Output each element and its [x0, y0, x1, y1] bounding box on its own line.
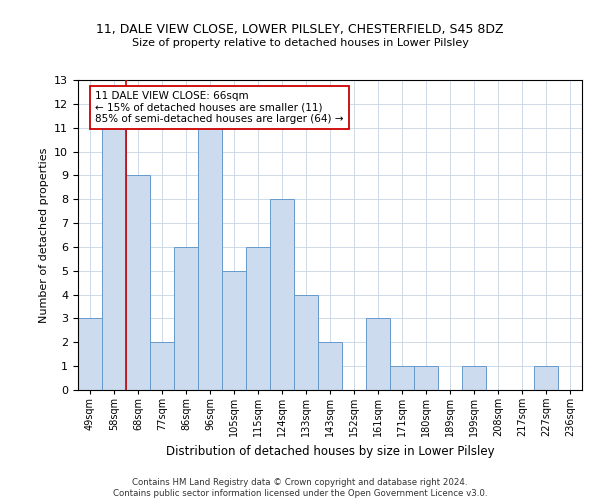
- Bar: [102, 128, 126, 390]
- Text: Contains HM Land Registry data © Crown copyright and database right 2024.
Contai: Contains HM Land Registry data © Crown c…: [113, 478, 487, 498]
- Bar: [246, 247, 270, 390]
- Bar: [150, 342, 174, 390]
- Text: 11 DALE VIEW CLOSE: 66sqm
← 15% of detached houses are smaller (11)
85% of semi-: 11 DALE VIEW CLOSE: 66sqm ← 15% of detac…: [95, 90, 343, 124]
- Bar: [318, 342, 342, 390]
- Bar: [78, 318, 102, 390]
- Bar: [126, 176, 150, 390]
- Bar: [174, 247, 198, 390]
- Bar: [270, 199, 294, 390]
- Bar: [222, 271, 246, 390]
- Text: Size of property relative to detached houses in Lower Pilsley: Size of property relative to detached ho…: [131, 38, 469, 48]
- Bar: [294, 294, 318, 390]
- Bar: [414, 366, 438, 390]
- Bar: [390, 366, 414, 390]
- Y-axis label: Number of detached properties: Number of detached properties: [38, 148, 49, 322]
- Bar: [534, 366, 558, 390]
- Bar: [198, 128, 222, 390]
- Bar: [366, 318, 390, 390]
- Text: 11, DALE VIEW CLOSE, LOWER PILSLEY, CHESTERFIELD, S45 8DZ: 11, DALE VIEW CLOSE, LOWER PILSLEY, CHES…: [96, 22, 504, 36]
- X-axis label: Distribution of detached houses by size in Lower Pilsley: Distribution of detached houses by size …: [166, 445, 494, 458]
- Bar: [462, 366, 486, 390]
